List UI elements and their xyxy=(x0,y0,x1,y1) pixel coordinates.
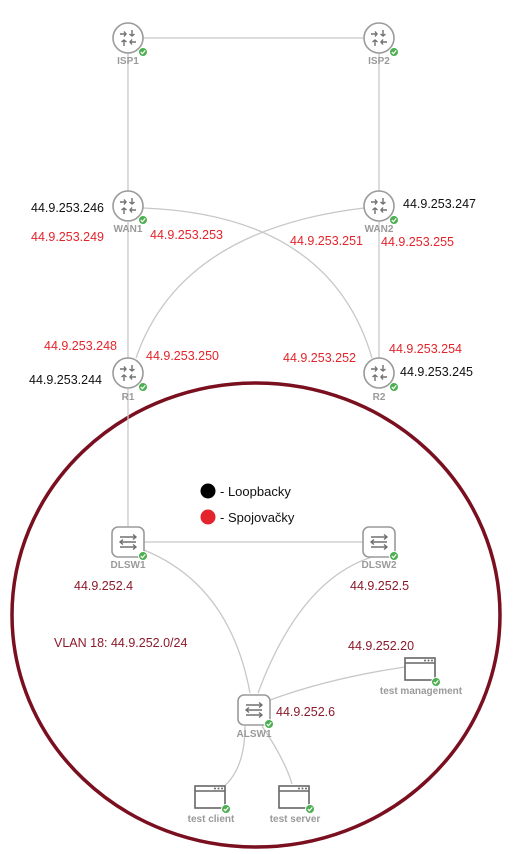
node-label-dlsw1: DLSW1 xyxy=(111,560,146,571)
router-icon xyxy=(363,190,395,222)
ip-label-dlsw1: 44.9.252.4 xyxy=(74,579,133,593)
host-test-server[interactable]: test server xyxy=(270,785,321,825)
switch-icon xyxy=(111,526,145,558)
ip-label-wan1-link-left: 44.9.253.249 xyxy=(31,230,104,244)
link-wan2-r1 xyxy=(135,207,365,359)
host-test-client[interactable]: test client xyxy=(188,785,235,825)
legend-loopback-label: - Loopbacky xyxy=(220,484,291,499)
ip-label-r2-link-left: 44.9.253.252 xyxy=(283,351,356,365)
router-r2[interactable]: R2 xyxy=(363,357,400,403)
router-wan2[interactable]: WAN2 xyxy=(363,190,400,235)
ip-label-wan2-link-right: 44.9.253.255 xyxy=(381,235,454,249)
router-wan1[interactable]: WAN1 xyxy=(112,190,149,235)
ip-label-r2-loopback: 44.9.253.245 xyxy=(400,365,473,379)
ip-label-wan2-loopback: 44.9.253.247 xyxy=(403,197,476,211)
host-icon xyxy=(194,785,226,809)
link-alsw1-test-server xyxy=(261,725,293,785)
node-label-r1: R1 xyxy=(122,392,135,403)
check-badge-icon xyxy=(220,803,232,815)
legend-link-dot xyxy=(200,509,216,525)
ip-label-r1-link-right: 44.9.253.250 xyxy=(146,349,219,363)
ip-label-alsw1: 44.9.252.6 xyxy=(276,705,335,719)
ip-label-r1-link-left: 44.9.253.248 xyxy=(44,339,117,353)
switch-icon xyxy=(362,526,396,558)
ip-label-r1-loopback: 44.9.253.244 xyxy=(29,373,102,387)
ip-label-wan1-link-right: 44.9.253.253 xyxy=(150,228,223,242)
links xyxy=(127,37,406,789)
legend-link-label: - Spojovačky xyxy=(220,510,295,525)
router-r1[interactable]: R1 xyxy=(112,357,149,403)
node-label-dlsw2: DLSW2 xyxy=(362,560,397,571)
node-label-alsw1: ALSW1 xyxy=(237,729,272,740)
node-label-isp2: ISP2 xyxy=(368,56,390,67)
legend-loopback-dot xyxy=(200,483,216,499)
host-test-management[interactable]: test management xyxy=(380,657,463,697)
router-icon xyxy=(363,357,395,389)
check-badge-icon xyxy=(137,381,149,393)
ip-label-dlsw2: 44.9.252.5 xyxy=(350,579,409,593)
router-isp1[interactable]: ISP1 xyxy=(112,22,149,67)
host-icon xyxy=(278,785,310,809)
ip-label-test-management: 44.9.252.20 xyxy=(348,639,414,653)
node-label-test-client: test client xyxy=(188,814,235,825)
link-alsw1-test-management xyxy=(269,666,406,701)
check-badge-icon xyxy=(388,381,400,393)
node-label-wan2: WAN2 xyxy=(365,224,394,235)
router-icon xyxy=(112,190,144,222)
node-label-test-server: test server xyxy=(270,814,321,825)
ip-label-r2-link-right: 44.9.253.254 xyxy=(389,342,462,356)
switch-dlsw2[interactable]: DLSW2 xyxy=(362,526,400,571)
check-badge-icon xyxy=(304,803,316,815)
check-badge-icon xyxy=(137,46,149,58)
router-icon xyxy=(112,22,144,54)
switch-icon xyxy=(237,694,271,726)
router-icon xyxy=(363,22,395,54)
router-isp2[interactable]: ISP2 xyxy=(363,22,400,67)
ip-label-wan1-loopback: 44.9.253.246 xyxy=(31,201,104,215)
lan-boundary-circle xyxy=(10,381,502,849)
router-icon xyxy=(112,357,144,389)
link-alsw1-test-client xyxy=(221,725,246,789)
node-label-isp1: ISP1 xyxy=(117,56,139,67)
vlan-label: VLAN 18: 44.9.252.0/24 xyxy=(54,636,187,650)
legend: - Loopbacky - Spojovačky xyxy=(200,483,295,525)
check-badge-icon xyxy=(388,46,400,58)
host-icon xyxy=(404,657,436,681)
ip-label-wan2-link-left: 44.9.253.251 xyxy=(290,234,363,248)
link-dlsw2-alsw1 xyxy=(257,556,373,694)
node-label-test-management: test management xyxy=(380,686,463,697)
switch-dlsw1[interactable]: DLSW1 xyxy=(111,526,149,571)
node-label-wan1: WAN1 xyxy=(114,224,143,235)
link-wan1-r2 xyxy=(142,207,373,359)
check-badge-icon xyxy=(263,718,275,730)
node-label-r2: R2 xyxy=(373,392,386,403)
link-dlsw1-alsw1 xyxy=(143,549,251,694)
switch-alsw1[interactable]: ALSW1 xyxy=(237,694,275,740)
